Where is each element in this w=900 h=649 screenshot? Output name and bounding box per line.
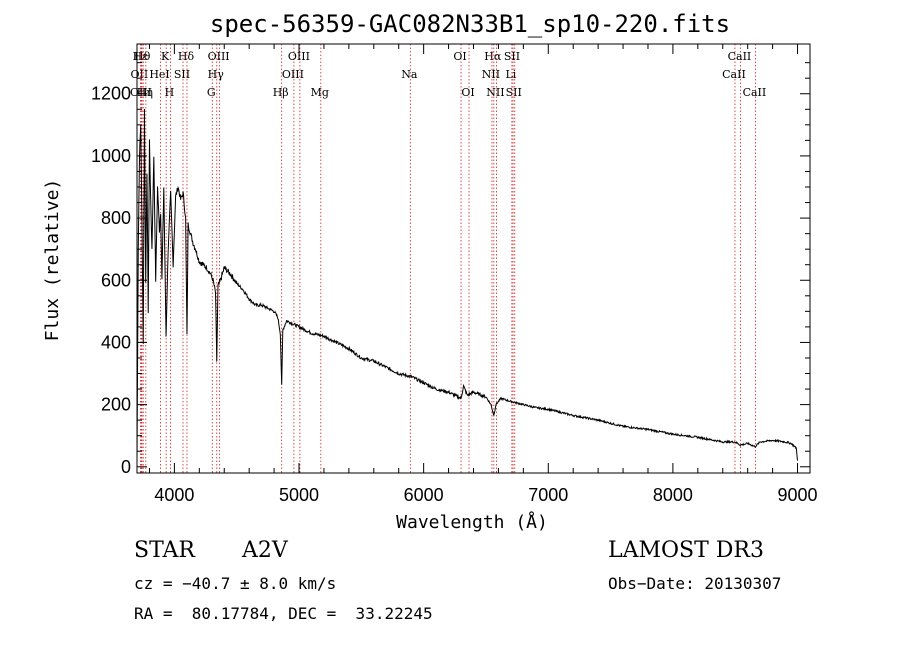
y-tick-label: 1200	[91, 84, 131, 104]
redshift-value: cz = −40.7 ± 8.0 km/s	[134, 574, 337, 593]
x-tick-label: 5000	[279, 485, 319, 505]
x-tick-label: 4000	[154, 485, 194, 505]
chart-title: spec-56359-GAC082N33B1_sp10-220.fits	[210, 10, 730, 38]
y-tick-label: 0	[121, 457, 131, 477]
object-class: STAR	[134, 538, 195, 563]
spectral-line-label: CaII	[722, 68, 746, 81]
spectral-line-label: SII	[174, 68, 190, 81]
y-tick-label: 1000	[91, 146, 131, 166]
spectrum-series	[136, 108, 799, 461]
survey-name: LAMOST DR3	[608, 538, 764, 563]
object-subclass: A2V	[242, 538, 288, 563]
y-tick-label: 600	[101, 270, 131, 290]
y-tick-label: 800	[101, 208, 131, 228]
spectral-line-label: SII	[504, 50, 520, 63]
spectral-line-label: NII	[482, 68, 500, 81]
spectrum-chart: spec-56359-GAC082N33B1_sp10-220.fits HεH…	[42, 10, 818, 533]
y-tick-label: 200	[101, 395, 131, 415]
x-tick-label: 8000	[653, 485, 693, 505]
spectrum-line	[136, 108, 799, 461]
spectral-line-label: HeI	[149, 68, 169, 81]
spectral-line-label: Mg	[311, 86, 329, 99]
axes: 4000 5000 6000 7000 8000 9000 0 200 400 600 800 100…	[91, 43, 818, 505]
spectral-line-label: Hα	[484, 50, 502, 63]
y-axis-label: Flux (relative)	[42, 179, 63, 342]
spectral-line-label: Hη	[137, 86, 153, 99]
x-tick-label: 7000	[528, 485, 568, 505]
spectral-line-label: Li	[505, 68, 516, 81]
spectral-line-label: SII	[506, 86, 522, 99]
spectral-line-label: OIII	[288, 50, 310, 63]
spectral-line-label: OIII	[208, 50, 230, 63]
y-tick-label: 400	[101, 332, 131, 352]
x-axis-label: Wavelength (Å)	[396, 511, 548, 533]
x-tick-label: 9000	[778, 485, 818, 505]
plot-frame	[136, 43, 811, 474]
spectral-line-label: OIII	[282, 68, 304, 81]
spectral-line-label: OII	[131, 68, 149, 81]
spectral-line-label: OIII	[130, 86, 152, 99]
obs-date: Obs−Date: 20130307	[608, 574, 782, 593]
spectral-line-label: G	[207, 86, 216, 99]
spectral-line-label: OI	[453, 50, 466, 63]
spectral-line-label: Hγ	[208, 68, 225, 81]
spectral-line-label: CaII	[728, 50, 752, 63]
spectral-line-label: Hβ	[273, 86, 289, 99]
spectral-line-label: NII	[486, 86, 504, 99]
spectral-line-label: K	[161, 50, 170, 63]
spectral-line-label: OI	[461, 86, 474, 99]
coordinates: RA = 80.17784, DEC = 33.22245	[134, 604, 433, 623]
spectral-line-label: Hθ	[134, 50, 151, 63]
spectral-line-label: H	[165, 86, 175, 99]
spectral-line-label: Hδ	[178, 50, 195, 63]
x-tick-label: 6000	[404, 485, 444, 505]
spectral-line-label: Na	[401, 68, 418, 81]
spectral-line-label: CaII	[743, 86, 767, 99]
spectral-line-label: Hε	[133, 50, 149, 63]
